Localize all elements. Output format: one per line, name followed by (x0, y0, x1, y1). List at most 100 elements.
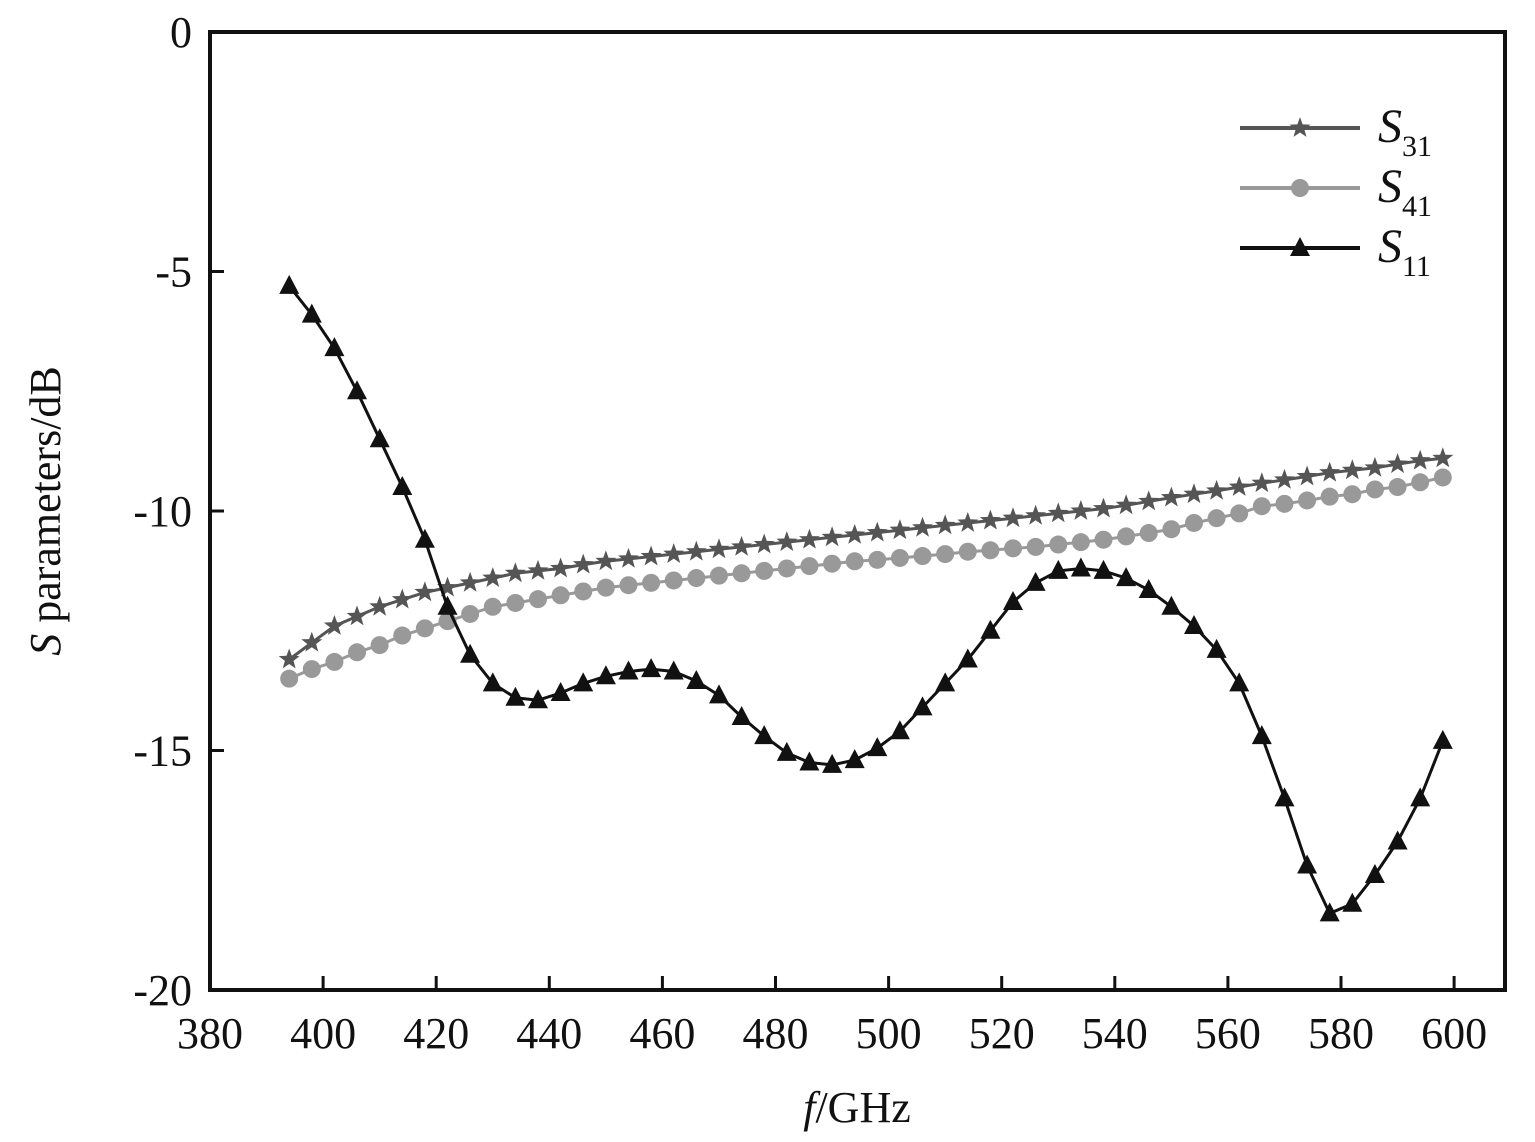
data-point (1049, 535, 1068, 554)
legend-marker (1291, 179, 1309, 197)
data-point (1364, 456, 1386, 477)
data-point (1117, 527, 1136, 546)
legend-marker (1289, 117, 1311, 137)
data-point (640, 545, 662, 566)
x-tick-label: 540 (1082, 1009, 1148, 1058)
data-point (912, 696, 933, 716)
data-point (1025, 571, 1046, 591)
data-point (799, 751, 820, 771)
data-point (574, 582, 593, 601)
data-point (1387, 830, 1408, 850)
data-point (595, 550, 617, 571)
data-point (1275, 494, 1294, 513)
data-point (822, 753, 843, 773)
data-point (504, 562, 526, 583)
data-point (347, 380, 367, 400)
data-point (1343, 485, 1362, 504)
data-point (414, 528, 435, 548)
data-point (641, 658, 662, 678)
x-tick-label: 400 (290, 1009, 356, 1058)
data-point (348, 643, 367, 662)
data-point (1319, 902, 1340, 922)
data-point (618, 547, 639, 568)
data-point (550, 682, 571, 701)
data-point (1139, 524, 1158, 543)
data-point (1432, 447, 1454, 468)
data-point (934, 514, 956, 535)
data-point (301, 303, 322, 323)
data-point (461, 604, 480, 623)
data-point (528, 689, 548, 709)
data-point (618, 660, 639, 680)
data-point (1184, 615, 1204, 634)
data-point (1319, 461, 1341, 482)
data-point (1342, 892, 1363, 912)
data-point (1048, 559, 1069, 579)
data-point (437, 576, 458, 597)
data-point (1229, 672, 1250, 692)
data-point (280, 669, 299, 688)
data-point (777, 559, 796, 578)
data-point (776, 531, 798, 551)
data-point (1004, 539, 1023, 558)
data-point (572, 553, 594, 574)
data-point (573, 672, 594, 692)
data-point (1161, 595, 1182, 615)
data-point (686, 670, 707, 689)
data-point (323, 615, 345, 635)
data-point (687, 569, 706, 588)
data-point (1207, 509, 1226, 528)
data-point (1433, 468, 1452, 487)
data-point (1206, 479, 1228, 500)
series-line (288, 284, 1445, 916)
x-tick-label: 600 (1421, 1009, 1487, 1058)
data-point (800, 557, 819, 576)
data-point (1070, 557, 1091, 577)
data-point (823, 554, 842, 573)
data-point (844, 749, 865, 769)
data-point (958, 542, 977, 561)
data-point (301, 631, 323, 652)
x-tick-label: 440 (516, 1009, 582, 1058)
data-point (753, 533, 775, 554)
data-point (1388, 478, 1407, 497)
y-axis-label: S parameters/dB (21, 366, 70, 656)
data-point (1251, 472, 1273, 493)
y-tick-label: 0 (170, 8, 192, 57)
x-axis-label: f/GHz (803, 1083, 911, 1132)
data-point (664, 571, 683, 590)
data-point (483, 597, 502, 616)
data-point (1251, 725, 1272, 745)
data-point (1341, 459, 1363, 480)
data-point (1002, 507, 1024, 528)
legend-label: S11 (1378, 220, 1431, 283)
data-point (845, 552, 864, 571)
data-point (1138, 490, 1160, 511)
data-point (889, 519, 911, 540)
x-tick-label: 500 (856, 1009, 922, 1058)
data-point (1296, 465, 1318, 486)
data-point (325, 652, 344, 671)
series-line (288, 476, 1444, 680)
data-point (889, 720, 910, 740)
data-point (1003, 591, 1023, 610)
data-point (979, 509, 1001, 530)
data-point (1160, 486, 1182, 507)
data-point (1387, 453, 1408, 473)
data-point (506, 593, 525, 612)
data-point (1025, 504, 1047, 525)
data-point (595, 665, 616, 685)
x-tick-label: 420 (403, 1009, 469, 1058)
data-point (392, 476, 413, 495)
data-point (642, 573, 661, 592)
data-point (1409, 449, 1431, 470)
data-point (370, 636, 389, 655)
data-point (1184, 513, 1203, 532)
data-point (890, 548, 909, 567)
data-point (415, 619, 434, 638)
data-point (799, 528, 820, 549)
data-point (957, 648, 978, 668)
data-point (731, 535, 752, 556)
data-point (731, 706, 752, 725)
y-tick-label: -10 (133, 487, 192, 536)
